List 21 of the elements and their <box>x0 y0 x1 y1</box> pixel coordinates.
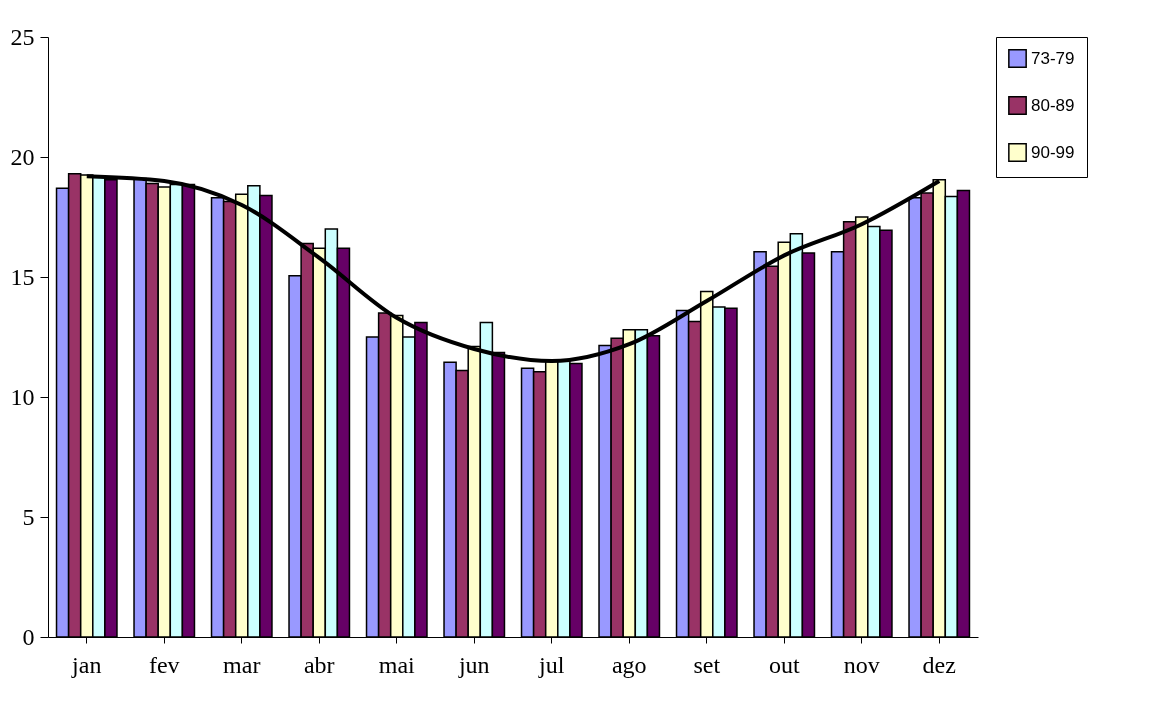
x-tick-label: ago <box>611 651 647 678</box>
x-tick-label: out <box>768 651 800 678</box>
x-tick-label: abr <box>303 651 335 678</box>
x-tick-label: fev <box>148 651 180 678</box>
y-tick-label: 5 <box>22 503 35 530</box>
x-tick-label: nov <box>843 651 880 678</box>
x-tick-label: set <box>693 651 721 678</box>
legend-label: 73-79 <box>1031 48 1075 68</box>
y-tick-label: 25 <box>10 23 35 50</box>
y-tick-label: 10 <box>10 383 35 410</box>
x-tick-label: dez <box>922 651 956 678</box>
x-tick-label: jun <box>457 651 490 678</box>
y-tick-label: 0 <box>22 623 35 650</box>
x-tick-label: mai <box>378 651 416 678</box>
x-tick-label: jul <box>538 651 565 678</box>
x-tick-label: mar <box>223 651 261 678</box>
legend-label: 90-99 <box>1031 142 1075 162</box>
y-tick-label: 20 <box>10 143 35 170</box>
legend-label: 80-89 <box>1031 95 1075 115</box>
x-tick-label: jan <box>71 651 102 678</box>
y-tick-label: 15 <box>10 263 35 290</box>
